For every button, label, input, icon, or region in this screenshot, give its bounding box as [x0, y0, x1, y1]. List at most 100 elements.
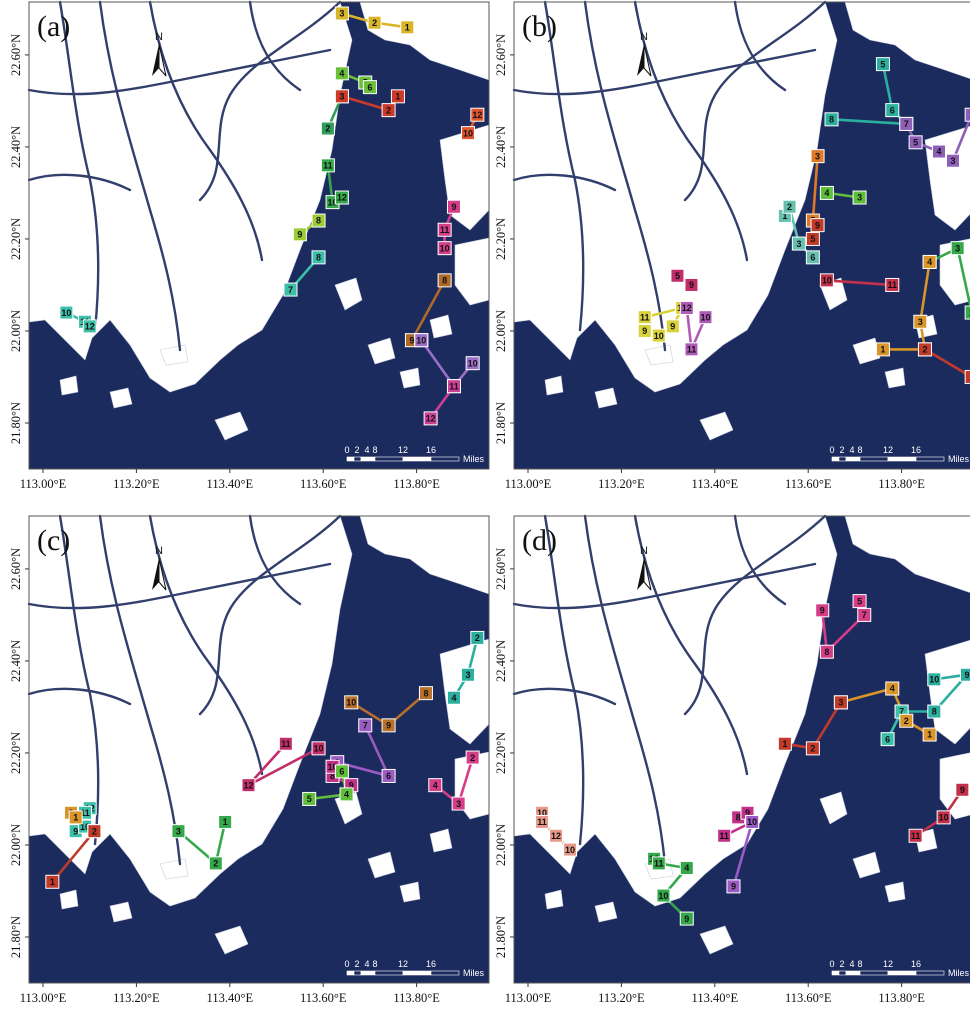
stop-marker: 11	[535, 814, 550, 829]
svg-text:8: 8	[330, 771, 335, 781]
map-panel-a: (a) N 22.60°N 22.40°N 22.20°N 22.00°N 21.80°N 1…	[0, 0, 490, 511]
svg-text:1: 1	[927, 730, 932, 740]
panel-svg: (b) N 22.60°N 22.40°N 22.20°N 22.00°N 21.80°N 1…	[494, 0, 970, 491]
svg-text:9: 9	[386, 721, 391, 731]
svg-text:4: 4	[339, 69, 344, 79]
lon-tick-label: 113.60°E	[300, 477, 347, 491]
svg-text:12: 12	[551, 831, 561, 841]
stop-marker: 10	[465, 356, 480, 371]
svg-text:12: 12	[398, 445, 408, 455]
stop-marker: 1	[922, 727, 937, 742]
svg-text:12: 12	[85, 322, 95, 332]
svg-text:10: 10	[346, 698, 356, 708]
stop-marker: 1	[45, 874, 60, 889]
map-panel-d: (d) N 22.60°N 22.40°N 22.20°N 22.00°N 21.80°N 1…	[485, 514, 970, 1025]
land-area	[28, 1, 490, 441]
svg-text:10: 10	[537, 808, 547, 818]
lat-tick-label: 22.20°N	[494, 218, 508, 260]
svg-text:10: 10	[658, 891, 668, 901]
svg-text:10: 10	[822, 276, 832, 286]
stop-marker: 10	[745, 814, 760, 829]
map-frame	[28, 515, 490, 984]
stop-marker: 12	[679, 300, 694, 315]
stop-marker: 12	[334, 190, 349, 205]
stop-marker: 8	[819, 644, 834, 659]
svg-text:5: 5	[810, 234, 815, 244]
panel-label: (b)	[522, 10, 557, 43]
svg-text:3: 3	[796, 239, 801, 249]
svg-text:9: 9	[670, 322, 675, 332]
svg-text:1: 1	[223, 817, 228, 827]
stop-marker: 9	[959, 667, 970, 682]
svg-text:10: 10	[654, 331, 664, 341]
svg-text:2: 2	[787, 202, 792, 212]
svg-text:16: 16	[426, 959, 436, 969]
svg-text:8: 8	[829, 115, 834, 125]
svg-text:2: 2	[904, 716, 909, 726]
stop-marker: 10	[656, 888, 671, 903]
stop-marker: 9	[684, 277, 699, 292]
trajectory-line	[881, 260, 931, 351]
lat-tick-label: 21.80°N	[494, 916, 508, 958]
lon-tick-label: 113.60°E	[785, 991, 832, 1005]
stop-marker: 1	[400, 20, 415, 35]
lon-tick-label: 113.80°E	[393, 477, 440, 491]
river-network	[512, 514, 827, 866]
stop-marker: 3	[451, 796, 466, 811]
svg-text:4: 4	[364, 445, 369, 455]
svg-text:N: N	[155, 31, 163, 43]
svg-text:8: 8	[824, 647, 829, 657]
stop-marker: 2	[465, 750, 480, 765]
svg-text:12: 12	[883, 959, 893, 969]
panel-svg: (d) N 22.60°N 22.40°N 22.20°N 22.00°N 21.80°N 1…	[494, 514, 970, 1005]
panel-svg: (a) N 22.60°N 22.40°N 22.20°N 22.00°N 21.80°N 1…	[9, 0, 490, 491]
river-network	[27, 0, 342, 352]
trajectory-line	[732, 820, 754, 888]
svg-text:10: 10	[416, 335, 426, 345]
panel-label: (d)	[522, 524, 557, 557]
svg-text:9: 9	[73, 826, 78, 836]
stop-marker: 1	[218, 814, 233, 829]
svg-text:1: 1	[50, 877, 55, 887]
stop-marker: 9	[446, 199, 461, 214]
stop-marker: 2	[964, 305, 970, 320]
stop-marker: 11	[446, 379, 461, 394]
trajectories: 5678754313543951236101143243212159111291…	[637, 57, 970, 384]
stop-marker: 11	[885, 277, 900, 292]
stop-marker: 10	[651, 328, 666, 343]
stop-marker: 4	[922, 254, 937, 269]
stop-marker: 3	[950, 241, 965, 256]
svg-text:9: 9	[815, 220, 820, 230]
lat-tick-label: 22.40°N	[494, 126, 508, 168]
svg-text:1: 1	[782, 211, 787, 221]
svg-text:3: 3	[950, 156, 955, 166]
svg-text:11: 11	[80, 808, 90, 818]
svg-text:2: 2	[372, 18, 377, 28]
svg-text:11: 11	[449, 381, 459, 391]
svg-text:8: 8	[857, 445, 862, 455]
stop-marker: 11	[908, 828, 923, 843]
svg-text:4: 4	[451, 693, 456, 703]
svg-text:4: 4	[824, 188, 829, 198]
north-arrow-icon: N	[152, 545, 167, 591]
stop-marker: 10	[414, 333, 429, 348]
svg-text:3: 3	[465, 670, 470, 680]
svg-text:9: 9	[689, 280, 694, 290]
stop-marker: 1	[390, 89, 405, 104]
lat-tick-label: 21.80°N	[9, 916, 23, 958]
svg-text:9: 9	[964, 670, 969, 680]
north-arrow-icon: N	[637, 31, 652, 77]
panel-svg: (c) N 22.60°N 22.40°N 22.20°N 22.00°N 21.80°N 1…	[9, 514, 490, 1005]
lon-tick-label: 113.60°E	[300, 991, 347, 1005]
stop-marker: 11	[651, 856, 666, 871]
svg-text:6: 6	[810, 253, 815, 263]
stop-marker: 12	[82, 319, 97, 334]
scale-bar: 0 2 4 8 12 16 Miles	[829, 959, 969, 978]
panel-label: (c)	[37, 524, 70, 557]
stop-marker: 12	[241, 778, 256, 793]
svg-text:9: 9	[349, 780, 354, 790]
stop-marker: 3	[460, 667, 475, 682]
svg-text:2: 2	[354, 959, 359, 969]
stop-marker: 7	[899, 116, 914, 131]
trajectory-line	[825, 279, 894, 287]
